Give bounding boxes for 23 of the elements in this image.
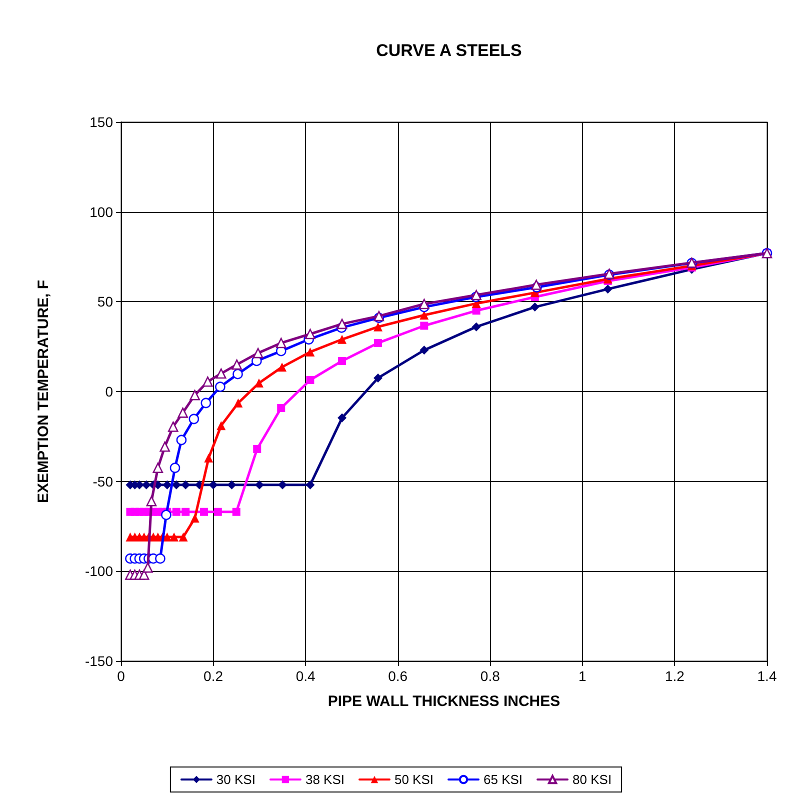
x-axis-title: PIPE WALL THICKNESS INCHES	[328, 693, 560, 710]
x-tick-label: 1	[578, 668, 587, 684]
y-tick-label: 0	[105, 384, 114, 400]
y-tick-label: 150	[90, 114, 114, 130]
legend-label: 65 KSI	[484, 772, 523, 787]
y-tick-label: -150	[84, 653, 114, 669]
y-tick-label: 100	[90, 204, 114, 220]
x-tick-label: 0.2	[204, 668, 224, 684]
x-tick-label: 1.4	[757, 668, 777, 684]
y-tick-label: -100	[84, 563, 114, 580]
legend-label: 30 KSI	[216, 772, 256, 787]
chart-title: CURVE A STEELS	[376, 41, 522, 60]
y-tick-label: -50	[92, 473, 114, 490]
legend-label: 80 KSI	[572, 772, 612, 787]
x-tick-label: 0	[117, 668, 126, 684]
y-axis-title: EXEMPTION TEMPERATURE, F	[35, 280, 52, 504]
x-tick-label: 0.6	[388, 668, 408, 684]
legend-label: 50 KSI	[394, 772, 434, 787]
x-tick-label: 1.2	[664, 668, 685, 684]
legend-label: 38 KSI	[305, 772, 344, 787]
x-tick-label: 0.4	[296, 668, 316, 684]
x-tick-label: 0.8	[480, 668, 500, 684]
y-tick-label: 50	[97, 294, 114, 310]
